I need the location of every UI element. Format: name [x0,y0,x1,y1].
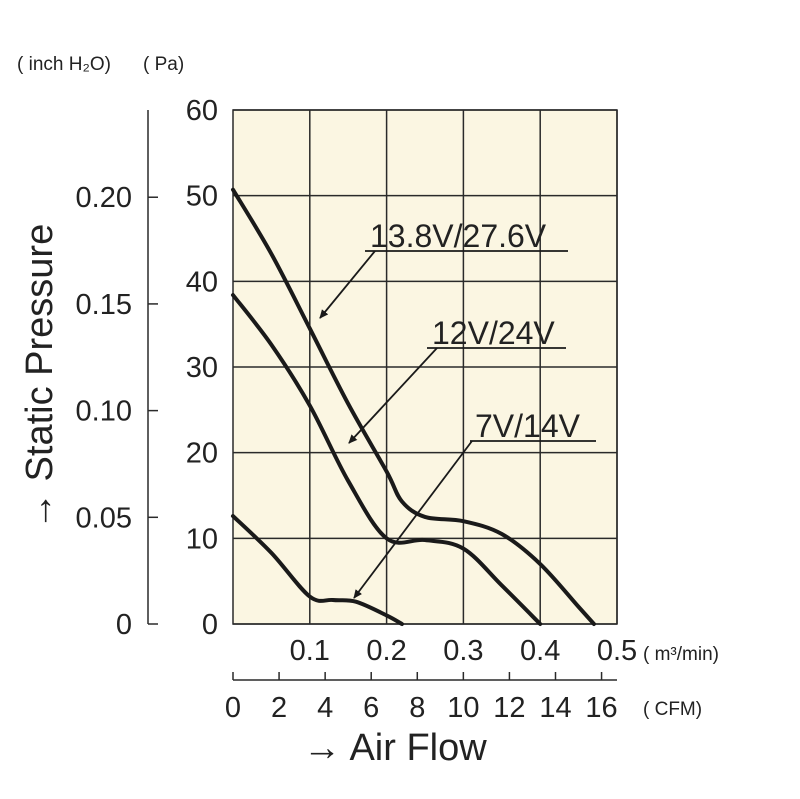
x-axes: 0.1 0.2 0.3 0.4 0.5 0 2 4 6 8 10 12 14 16 [225,635,637,724]
y-tick-label: 20 [186,438,218,470]
annotation-leader-arrow [319,250,376,319]
x-primary-unit-label: ( m³/min) [643,644,719,665]
x-tick-label: 0.1 [290,635,330,667]
annotation-label: 7V/14V [475,408,581,444]
annotation-leader-arrow [353,440,473,599]
cfm-tick-label: 12 [493,692,525,724]
series-curves [231,187,596,626]
grid-lines [233,109,618,625]
y-primary-unit-label: ( Pa) [143,54,184,75]
cfm-tick-label: 4 [317,692,333,724]
series-line-12v-24v [231,293,543,626]
x-tick-label: 0.5 [597,635,637,667]
y-tick-label: 40 [186,266,218,298]
x-tick-label: 0.3 [443,635,483,667]
cfm-tick-label: 8 [409,692,425,724]
annotation-leader-arrow [348,347,438,444]
y-axis-title: → Static Pressure [19,224,61,530]
cfm-tick-label: 0 [225,692,241,724]
y-tick-label: 50 [186,181,218,213]
cfm-tick-label: 16 [585,692,617,724]
y-tick-label: 60 [186,95,218,127]
x-tick-label: 0.2 [366,635,406,667]
series-annotations: 13.8V/27.6V 12V/24V 7V/14V [319,218,596,599]
secondary-y-tick-label: 0.20 [76,182,132,214]
secondary-y-axis: 0 0.05 0.10 0.15 0.20 [76,110,158,641]
y-tick-label: 30 [186,352,218,384]
x-axis-title: → Air Flow [303,727,487,769]
cfm-tick-label: 14 [539,692,571,724]
secondary-y-tick-label: 0.05 [76,502,132,534]
secondary-y-tick-label: 0.15 [76,289,132,321]
cfm-tick-label: 6 [363,692,379,724]
x-tick-label: 0.4 [520,635,560,667]
y-secondary-unit-label: ( inch H₂O) [17,54,111,75]
annotation-label: 13.8V/27.6V [370,218,547,254]
annotation-label: 12V/24V [432,315,555,351]
primary-y-tick-labels: 0 10 20 30 40 50 60 [186,95,218,641]
series-line-13-8v-27-6v [231,187,596,626]
x-secondary-unit-label: ( CFM) [643,699,702,720]
secondary-y-tick-label: 0.10 [76,396,132,428]
cfm-tick-label: 10 [447,692,479,724]
secondary-y-tick-label: 0 [116,609,132,641]
cfm-tick-label: 2 [271,692,287,724]
y-tick-label: 0 [202,609,218,641]
series-line-7v-14v [231,514,404,626]
y-tick-label: 10 [186,523,218,555]
